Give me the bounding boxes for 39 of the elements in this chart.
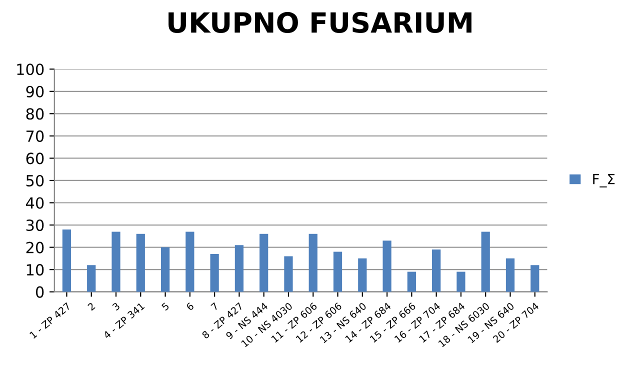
y-tick-label: 90 bbox=[26, 86, 44, 98]
y-tick-label: 10 bbox=[26, 264, 44, 276]
bar bbox=[62, 229, 72, 292]
y-tick-label: 100 bbox=[17, 64, 44, 76]
y-tick-label: 20 bbox=[26, 242, 44, 254]
x-tick-label: 3 bbox=[112, 302, 120, 311]
bar bbox=[136, 234, 145, 292]
bar bbox=[481, 232, 490, 292]
y-tick-label: 80 bbox=[26, 108, 44, 120]
y-tick-label: 40 bbox=[26, 197, 44, 209]
y-tick-label: 70 bbox=[26, 130, 44, 142]
bar bbox=[234, 245, 244, 292]
x-tick-label: 5 bbox=[161, 302, 170, 311]
y-tick-label: 50 bbox=[26, 174, 44, 186]
bar bbox=[260, 234, 268, 292]
x-tick-label: 1 - ZP 427 bbox=[29, 302, 71, 339]
bar bbox=[333, 252, 342, 292]
chart-title: UKUPNO FUSARIUM bbox=[168, 12, 472, 34]
bar bbox=[210, 254, 219, 292]
bar bbox=[506, 258, 515, 292]
y-tick-label: 60 bbox=[26, 152, 44, 164]
bar bbox=[87, 265, 96, 292]
bar bbox=[530, 265, 540, 292]
x-tick-label: 6 bbox=[186, 302, 194, 311]
bar bbox=[456, 272, 466, 292]
bar bbox=[112, 232, 120, 292]
bar bbox=[432, 250, 441, 292]
y-tick-label: 0 bbox=[36, 286, 44, 298]
bar bbox=[160, 247, 170, 292]
x-tick-label: 2 bbox=[87, 302, 96, 311]
bar bbox=[284, 256, 293, 292]
bar bbox=[407, 272, 416, 292]
legend-label: F_Σ bbox=[593, 174, 615, 188]
x-tick-label: 7 bbox=[210, 302, 219, 311]
bar bbox=[308, 234, 318, 292]
bar bbox=[382, 240, 392, 292]
bar bbox=[186, 232, 194, 292]
y-tick-label: 30 bbox=[26, 219, 44, 232]
bar bbox=[358, 258, 367, 292]
